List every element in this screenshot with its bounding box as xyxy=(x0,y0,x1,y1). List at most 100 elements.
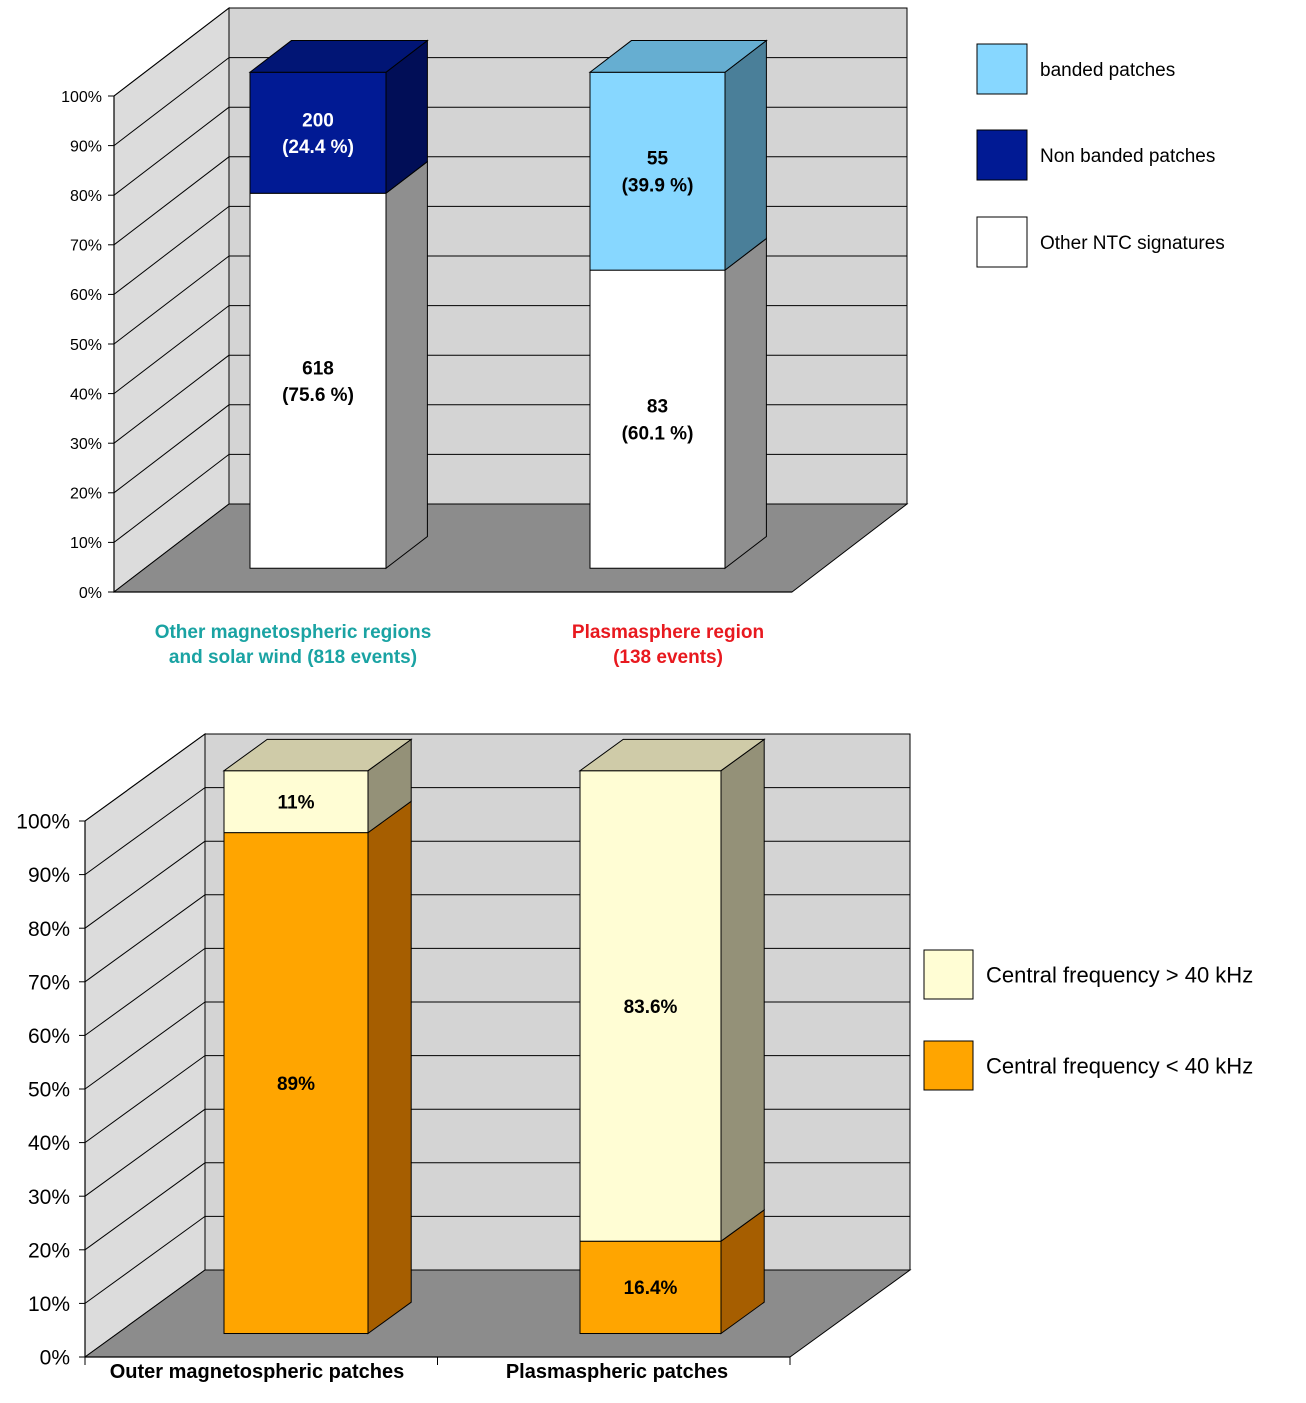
category-label: Other magnetospheric regions xyxy=(155,622,432,643)
gridline-side xyxy=(113,106,230,196)
data-label: (24.4 %) xyxy=(282,137,354,158)
legend-entry: Central frequency < 40 kHz xyxy=(923,1040,1253,1091)
y-tick-label: 100% xyxy=(16,811,70,834)
y-tick-label: 90% xyxy=(70,138,102,155)
y-tick-label: 10% xyxy=(28,1293,70,1316)
bar-side xyxy=(724,237,767,570)
y-tick-label: 0% xyxy=(79,585,102,602)
legend-swatch xyxy=(976,216,1028,268)
bar-side xyxy=(367,800,412,1335)
bar-segment: 83 (60.1 %) xyxy=(589,237,767,570)
y-tick-label: 90% xyxy=(28,864,70,887)
gridline-side xyxy=(113,7,230,97)
floor xyxy=(112,503,909,593)
bar-top xyxy=(578,738,766,772)
gridline-side xyxy=(113,255,230,345)
bar-segment: 16.4% xyxy=(579,1208,765,1335)
gridline-side xyxy=(113,305,230,394)
category-label: Plasmasphere region xyxy=(572,622,764,643)
bar-segment: 618 (75.6 %) xyxy=(249,160,428,570)
bar-side xyxy=(724,39,767,272)
bar-side xyxy=(720,738,765,1243)
legend-entry: Other NTC signatures xyxy=(976,216,1225,268)
gridline-side xyxy=(113,354,230,444)
data-label: 200 xyxy=(302,110,334,131)
gridline-side xyxy=(84,733,206,822)
data-label: 16.4% xyxy=(624,1278,678,1299)
data-label: 83.6% xyxy=(624,997,678,1018)
data-label: 55 xyxy=(647,149,669,170)
bar-front xyxy=(589,269,726,569)
y-tick-label: 0% xyxy=(40,1347,70,1370)
gridline-side xyxy=(113,156,230,246)
legend-swatch xyxy=(923,1040,974,1091)
gridline-side xyxy=(113,404,230,494)
bar-segment: 55 (39.9 %) xyxy=(588,39,768,272)
y-tick-label: 40% xyxy=(28,1132,70,1155)
legend-swatch xyxy=(976,43,1028,95)
y-tick-label: 10% xyxy=(70,535,102,552)
legend-entry: Central frequency > 40 kHz xyxy=(923,949,1253,1000)
category-label: Plasmaspheric patches xyxy=(506,1361,728,1383)
bar-front xyxy=(223,832,369,1335)
bar-top xyxy=(222,738,413,772)
data-label: (60.1 %) xyxy=(622,423,694,444)
gridline-side xyxy=(113,454,230,543)
gridline-side xyxy=(84,1055,206,1144)
bar-front xyxy=(249,71,387,194)
data-label: (39.9 %) xyxy=(622,175,694,196)
category-label: (138 events) xyxy=(613,647,723,668)
bar-segment: 200 (24.4 %) xyxy=(248,39,429,195)
data-label: 83 xyxy=(647,397,668,418)
y-tick-label: 50% xyxy=(28,1079,70,1102)
legend-swatch xyxy=(923,949,974,1000)
bar-top xyxy=(588,40,768,73)
bar-top xyxy=(248,40,429,73)
bar-front xyxy=(579,1240,722,1335)
y-tick-label: 60% xyxy=(28,1025,70,1048)
gridline-side xyxy=(84,787,206,876)
y-tick-label: 70% xyxy=(70,238,102,255)
legend-label: banded patches xyxy=(1040,60,1175,81)
legend-entry: Non banded patches xyxy=(976,129,1215,181)
gridline-side xyxy=(113,57,230,146)
bar-segment: 11% xyxy=(222,738,413,834)
gridline-side xyxy=(84,840,206,929)
y-tick-label: 80% xyxy=(28,918,70,941)
category-label: Outer magnetospheric patches xyxy=(110,1361,405,1383)
legend-label: Central frequency > 40 kHz xyxy=(986,962,1253,987)
y-tick-label: 30% xyxy=(28,1186,70,1209)
gridline-side xyxy=(84,1001,206,1090)
gridline-side xyxy=(84,1162,206,1251)
bar-front xyxy=(579,770,722,1242)
data-label: 618 xyxy=(302,358,334,379)
bar-front xyxy=(223,770,369,834)
gridline-side xyxy=(84,947,206,1036)
bar-segment: 83.6% xyxy=(578,738,766,1243)
bar-segment: 89% xyxy=(223,800,412,1335)
data-label: (75.6 %) xyxy=(282,385,354,406)
legend-label: Other NTC signatures xyxy=(1040,233,1225,254)
y-tick-label: 80% xyxy=(70,188,102,205)
y-tick-label: 20% xyxy=(70,486,102,503)
legend-label: Non banded patches xyxy=(1040,146,1215,167)
chart-1: 0% 10% 20% 30% 40% 50% 60% 70% 80% 90% 100% 618 (75.… xyxy=(61,6,1225,668)
bar-front xyxy=(249,192,387,569)
y-tick-label: 100% xyxy=(61,89,102,106)
data-label: 11% xyxy=(278,793,315,814)
bar-side xyxy=(385,160,428,570)
chart-2: 0% 10% 20% 30% 40% 50% 60% 70% 80% 90% 100% 89% 11% O… xyxy=(16,733,1253,1383)
floor xyxy=(83,1269,912,1358)
legend-entry: banded patches xyxy=(976,43,1175,95)
y-tick-label: 50% xyxy=(70,337,102,354)
data-label: 89% xyxy=(277,1074,315,1095)
y-tick-label: 20% xyxy=(28,1239,70,1262)
bar-front xyxy=(589,71,726,271)
legend-label: Central frequency < 40 kHz xyxy=(986,1053,1253,1078)
category-label: and solar wind (818 events) xyxy=(169,647,417,668)
gridline-side xyxy=(84,1215,206,1304)
legend-swatch xyxy=(976,129,1028,181)
y-tick-label: 30% xyxy=(70,436,102,453)
